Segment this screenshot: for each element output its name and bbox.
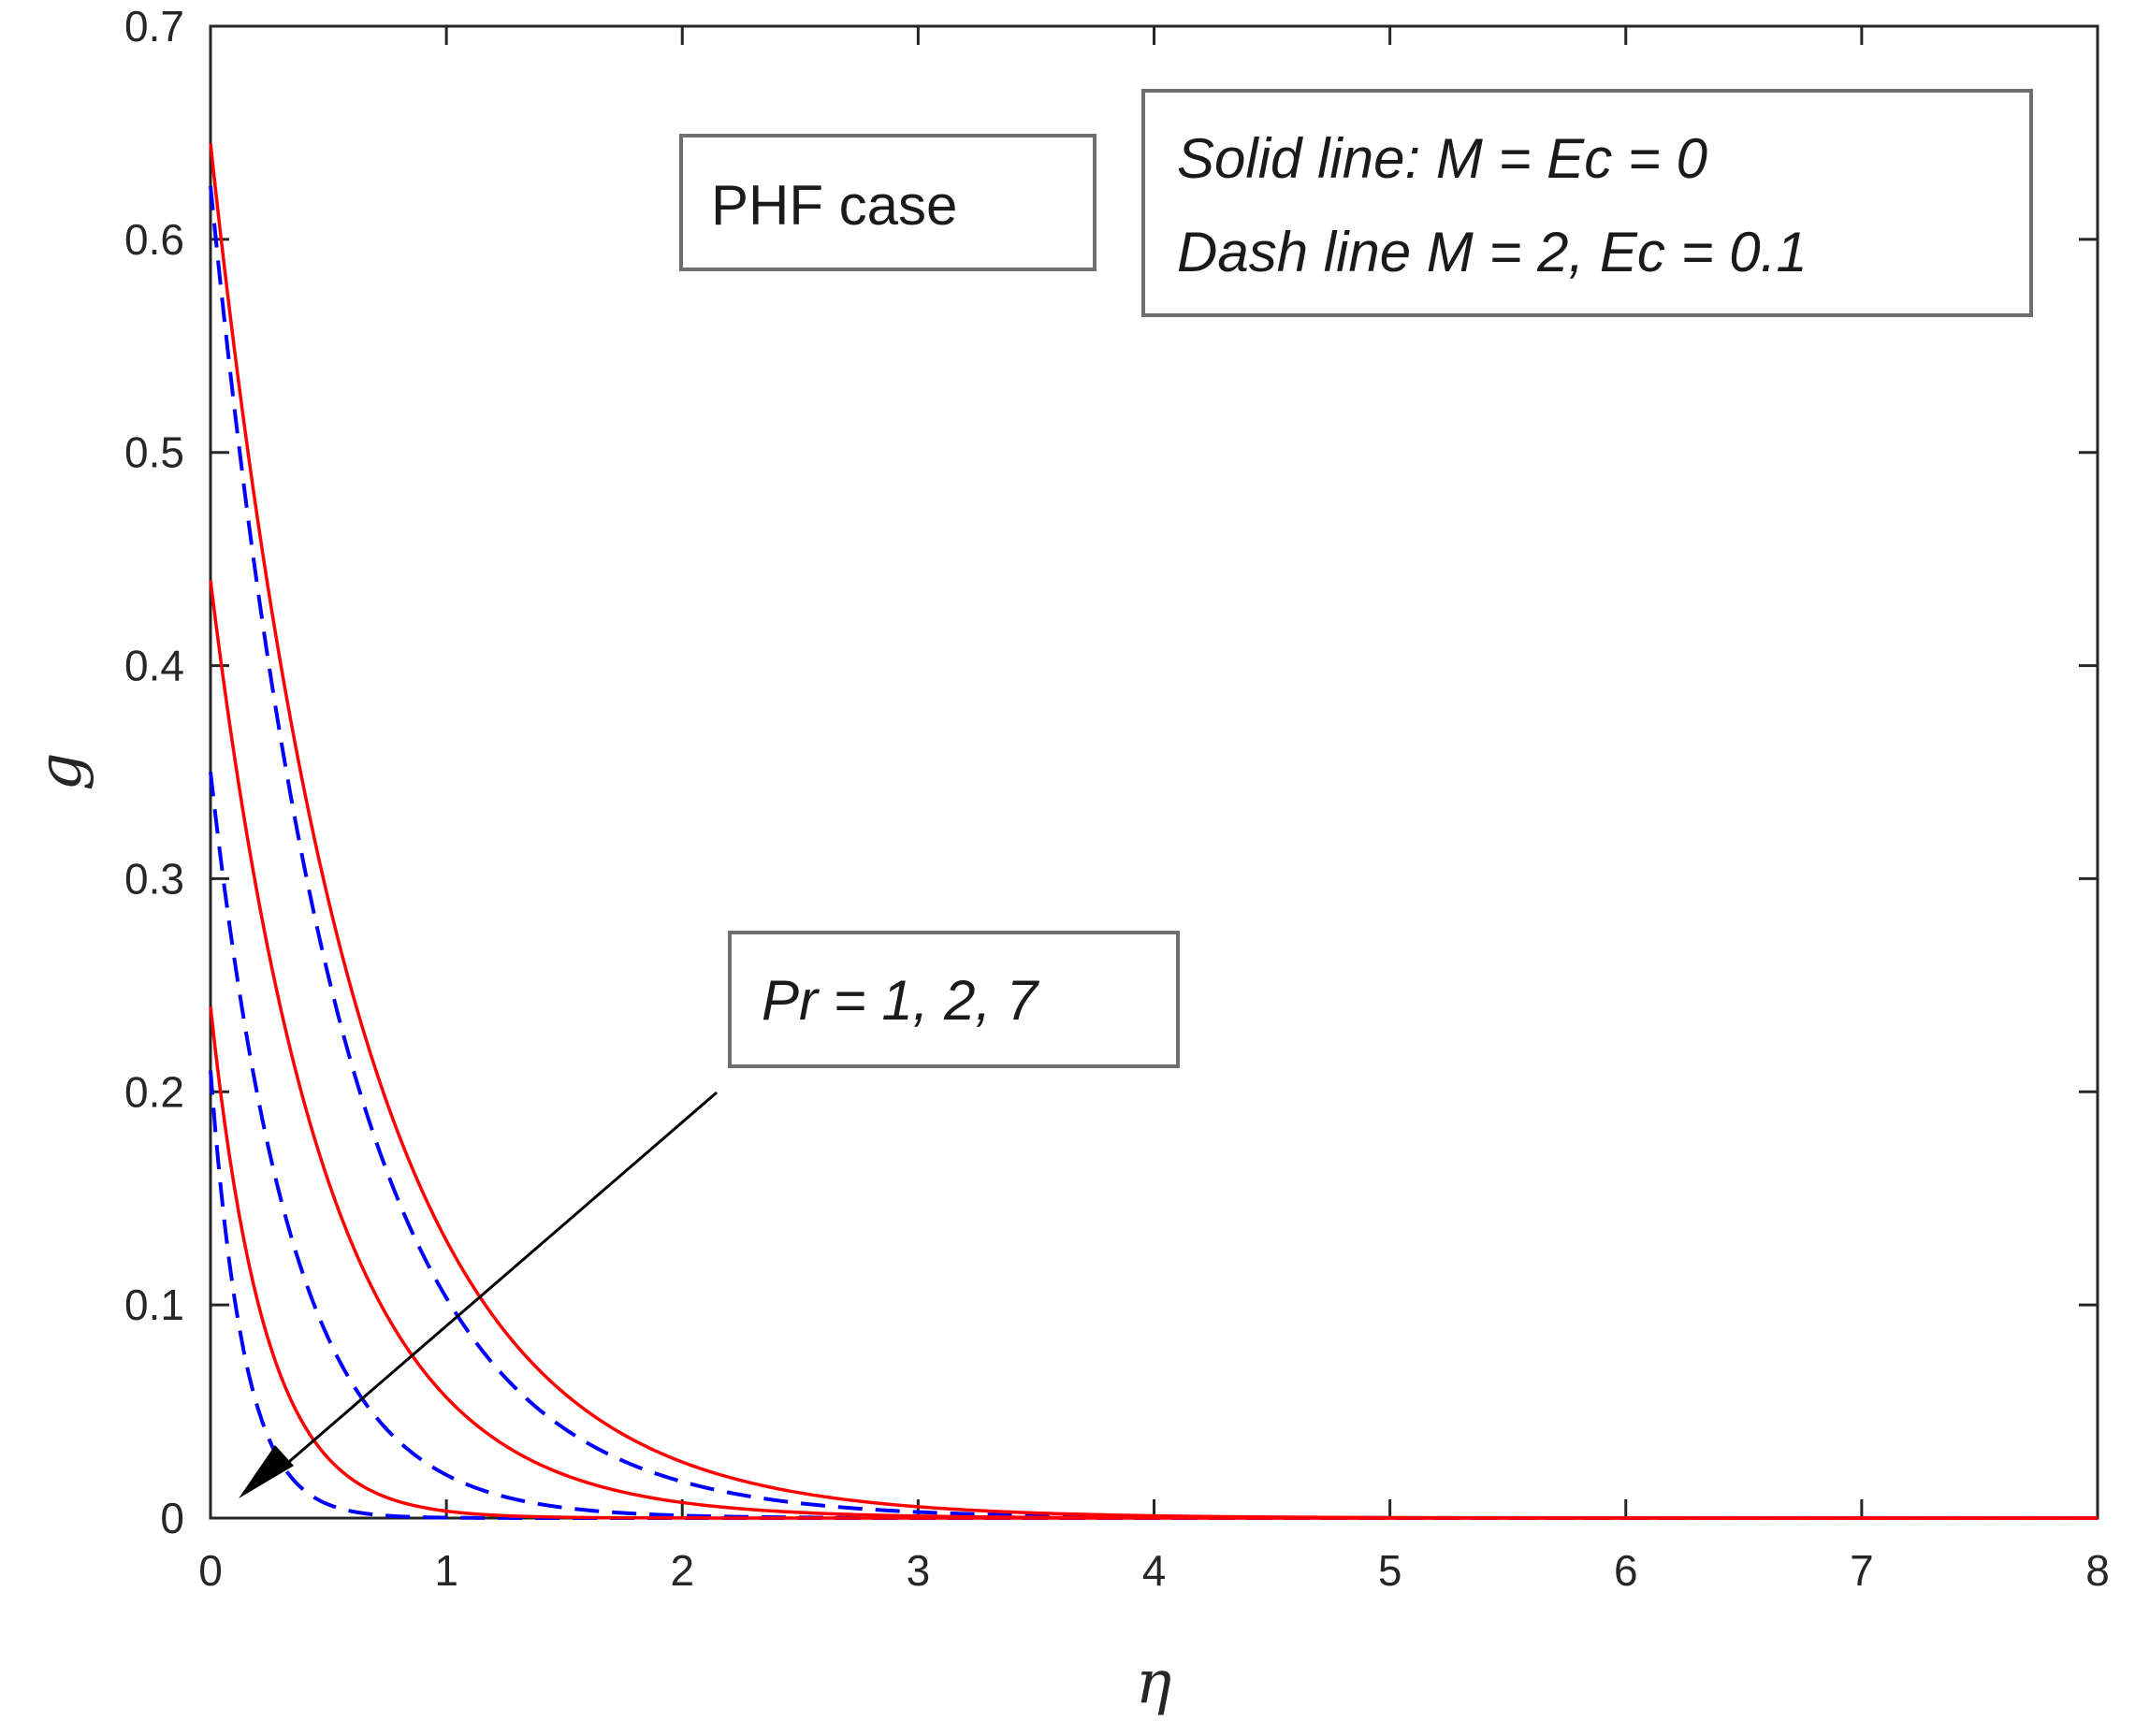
x-tick-label: 2	[670, 1546, 694, 1595]
x-tick-label: 1	[434, 1546, 458, 1595]
legend-solid-line-text: Solid line: M = Ec = 0	[1177, 127, 1707, 190]
x-tick-label: 6	[1614, 1546, 1638, 1595]
solid-curve	[209, 1005, 2098, 1520]
pr-label: Pr = 1, 2, 7	[762, 969, 1040, 1032]
y-tick-label: 0	[160, 1494, 184, 1542]
curves	[209, 143, 2098, 1520]
y-axis-label: g	[26, 753, 95, 791]
x-tick-label: 5	[1378, 1546, 1402, 1595]
y-tick-label: 0.2	[124, 1067, 184, 1116]
y-tick-label: 0.6	[124, 215, 184, 264]
legend-box	[1141, 89, 2033, 317]
pr-box	[728, 931, 1180, 1068]
x-tick-label: 0	[198, 1546, 223, 1595]
y-tick-label: 0.3	[124, 854, 184, 903]
y-tick-label: 0.1	[124, 1280, 184, 1329]
pr-arrow-head	[239, 1445, 294, 1498]
x-tick-label: 4	[1142, 1546, 1167, 1595]
tick-labels: 0 1 2 3 4 5 6 7 8 0 0.1 0.2 0.3 0.4 0.5 0.6 0.7	[124, 2, 2110, 1595]
case-box	[679, 134, 1097, 271]
x-tick-label: 8	[2085, 1546, 2110, 1595]
pr-arrow-line	[276, 1091, 718, 1474]
case-label: PHF case	[711, 174, 957, 237]
x-tick-label: 7	[1850, 1546, 1874, 1595]
x-axis-label: η	[1136, 1648, 1171, 1717]
y-tick-label: 0.4	[124, 642, 184, 690]
y-tick-label: 0.5	[124, 428, 184, 477]
y-tick-label: 0.7	[124, 2, 184, 51]
x-tick-label: 3	[907, 1546, 931, 1595]
legend-dash-line-text: Dash line M = 2, Ec = 0.1	[1177, 221, 1808, 283]
